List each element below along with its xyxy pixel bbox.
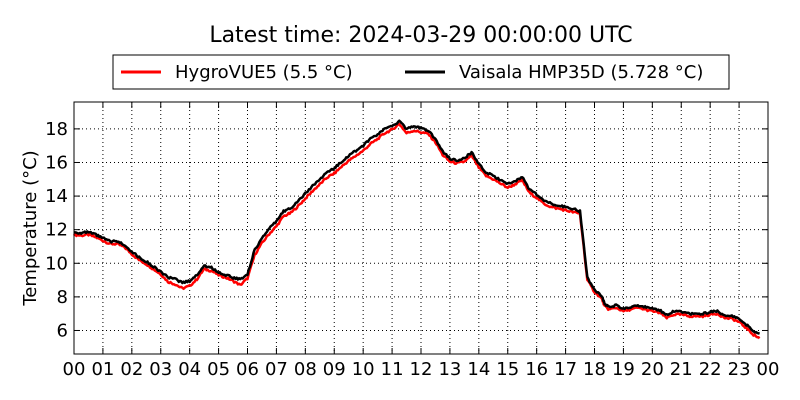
y-tick-label: 10 [45, 253, 68, 274]
y-tick-label: 16 [45, 152, 68, 173]
x-tick-label: 05 [207, 359, 230, 380]
x-tick-label: 20 [641, 359, 664, 380]
y-tick-label: 18 [45, 119, 68, 140]
x-tick-label: 19 [612, 359, 635, 380]
x-tick-label: 13 [438, 359, 461, 380]
x-tick-label: 17 [554, 359, 577, 380]
y-tick-label: 6 [57, 320, 68, 341]
x-tick-label: 00 [757, 359, 780, 380]
x-tick-label: 15 [496, 359, 519, 380]
y-axis-label: Temperature (°C) [20, 150, 41, 306]
x-tick-label: 01 [91, 359, 114, 380]
x-tick-label: 10 [352, 359, 375, 380]
x-tick-label: 09 [323, 359, 346, 380]
y-tick-label: 14 [45, 186, 68, 207]
series-line-vaisala [73, 119, 760, 335]
legend: HygroVUE5 (5.5 °C) Vaisala HMP35D (5.728… [112, 54, 730, 90]
x-tick-label: 06 [236, 359, 259, 380]
series-line-hygrovue5 [72, 122, 761, 340]
x-tick-label: 12 [410, 359, 433, 380]
x-tick-label: 16 [525, 359, 548, 380]
legend-label-hygrovue5: HygroVUE5 (5.5 °C) [175, 62, 353, 83]
x-tick-label: 21 [670, 359, 693, 380]
x-tick-label: 00 [63, 359, 86, 380]
x-tick-label: 18 [583, 359, 606, 380]
chart-title: Latest time: 2024-03-29 00:00:00 UTC [209, 23, 632, 48]
y-tick-label: 12 [45, 220, 68, 241]
x-tick-label: 14 [467, 359, 490, 380]
x-tick-label: 11 [381, 359, 404, 380]
x-tick-label: 04 [178, 359, 201, 380]
x-tick-label: 02 [120, 359, 143, 380]
x-tick-label: 07 [265, 359, 288, 380]
x-tick-label: 23 [728, 359, 751, 380]
x-tick-label: 22 [699, 359, 722, 380]
x-tick-label: 03 [149, 359, 172, 380]
legend-label-vaisala: Vaisala HMP35D (5.728 °C) [459, 62, 703, 83]
y-tick-label: 8 [57, 287, 68, 308]
axis-ticks: 00 01 02 03 04 05 06 07 08 09 10 11 12 13 14 15 16 17 18 19… [45, 102, 779, 380]
x-tick-label: 08 [294, 359, 317, 380]
series-group [72, 119, 761, 340]
